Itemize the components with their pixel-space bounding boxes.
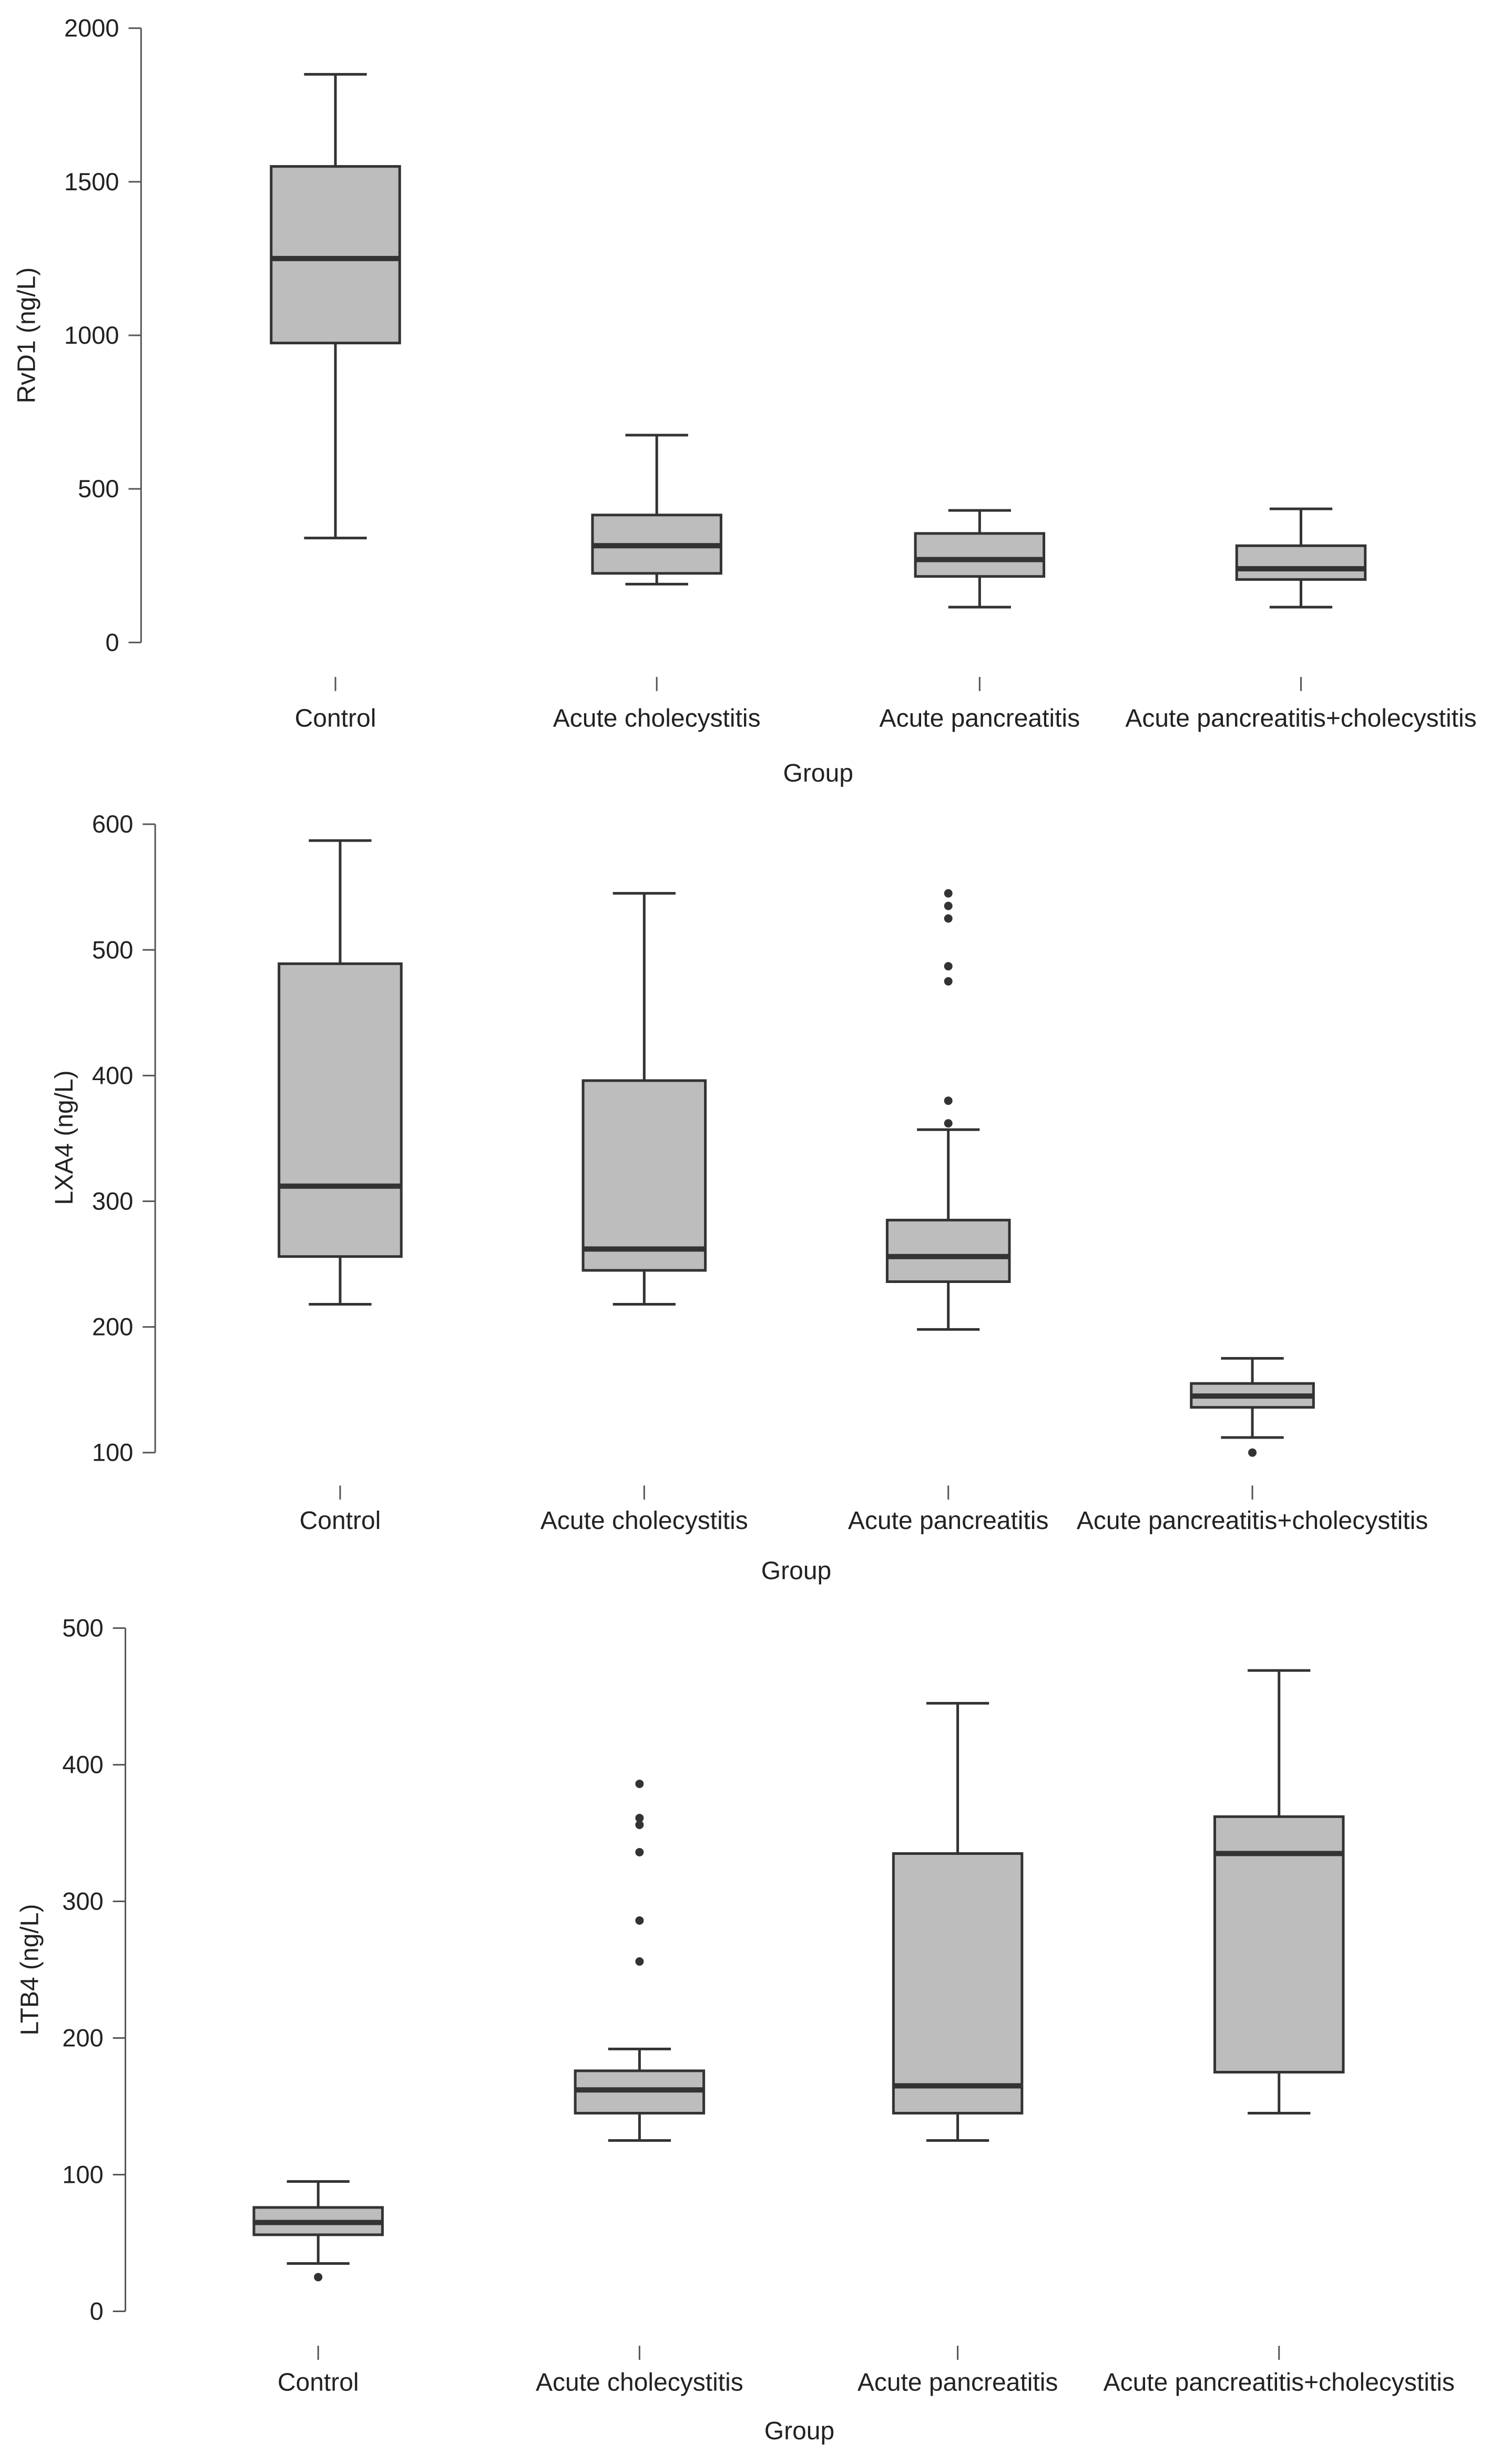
box-3 bbox=[885, 889, 1011, 1331]
outlier-point bbox=[635, 1916, 644, 1925]
x-tick-label: Acute pancreatitis bbox=[880, 704, 1080, 732]
y-tick-label: 200 bbox=[62, 2024, 103, 2052]
chart-panel-2: 100 200 300 400 500 600 LXA4 (ng/L) Control Acut… bbox=[50, 810, 1428, 1585]
y-tick-label: 400 bbox=[92, 1061, 133, 1089]
iqr-box bbox=[892, 1852, 1024, 2114]
y-tick-label: 1000 bbox=[64, 321, 119, 349]
y-tick-label: 0 bbox=[105, 628, 119, 656]
y-tick-label: 1500 bbox=[64, 168, 119, 196]
y-tick-label: 600 bbox=[92, 810, 133, 838]
outlier-point bbox=[635, 1957, 644, 1966]
box-1 bbox=[270, 73, 401, 540]
y-axis-title: RvD1 (ng/L) bbox=[13, 268, 41, 404]
x-tick-label: Control bbox=[295, 704, 376, 732]
outlier-point bbox=[944, 1119, 953, 1128]
x-tick-label: Control bbox=[278, 2369, 359, 2397]
outlier-point bbox=[635, 1847, 644, 1856]
outlier-point bbox=[635, 1820, 644, 1829]
box-2 bbox=[574, 1779, 706, 2142]
x-tick-label: Acute pancreatitis bbox=[848, 1507, 1049, 1535]
x-tick-label: Acute cholecystitis bbox=[536, 2369, 743, 2397]
outlier-point bbox=[944, 901, 953, 910]
iqr-box bbox=[914, 532, 1046, 578]
chart-panel-1: 0 500 1000 1500 2000 RvD1 (ng/L) Control Acute … bbox=[13, 14, 1477, 787]
y-tick-label: 100 bbox=[62, 2160, 103, 2188]
y-tick-label: 500 bbox=[62, 1614, 103, 1642]
box-3 bbox=[892, 1702, 1024, 2142]
iqr-box bbox=[278, 962, 403, 1258]
box-2 bbox=[591, 434, 722, 586]
box-1 bbox=[278, 839, 403, 1306]
y-tick-label: 0 bbox=[90, 2297, 104, 2325]
x-axis-title: Group bbox=[761, 1557, 831, 1585]
iqr-box bbox=[581, 1079, 707, 1272]
iqr-box bbox=[270, 165, 401, 345]
box-3 bbox=[914, 509, 1046, 609]
outlier-point bbox=[944, 889, 953, 898]
y-tick-label: 2000 bbox=[64, 14, 119, 42]
x-tick-label: Acute pancreatitis bbox=[857, 2369, 1058, 2397]
box-2 bbox=[581, 892, 707, 1306]
chart-panel-3: 0 100 200 300 400 500 LTB4 (ng/L) Control Acute … bbox=[16, 1614, 1455, 2445]
y-tick-label: 500 bbox=[92, 936, 133, 963]
x-tick-label: Acute pancreatitis+cholecystitis bbox=[1077, 1507, 1428, 1535]
y-tick-label: 200 bbox=[92, 1313, 133, 1341]
iqr-box bbox=[885, 1218, 1011, 1284]
y-axis-title: LTB4 (ng/L) bbox=[16, 1904, 44, 2036]
iqr-box bbox=[1235, 544, 1367, 581]
iqr-box bbox=[1213, 1815, 1345, 2074]
outlier-point bbox=[635, 1779, 644, 1788]
y-tick-label: 400 bbox=[62, 1751, 103, 1779]
outlier-point bbox=[944, 977, 953, 986]
outlier-point bbox=[944, 914, 953, 923]
x-tick-label: Acute cholecystitis bbox=[540, 1507, 748, 1535]
x-tick-label: Control bbox=[300, 1507, 381, 1535]
y-tick-label: 500 bbox=[78, 475, 119, 502]
x-tick-label: Acute pancreatitis+cholecystitis bbox=[1125, 704, 1476, 732]
y-axis-title: LXA4 (ng/L) bbox=[50, 1070, 78, 1205]
x-tick-label: Acute cholecystitis bbox=[553, 704, 761, 732]
y-tick-label: 300 bbox=[62, 1887, 103, 1915]
box-4 bbox=[1213, 1669, 1345, 2114]
outlier-point bbox=[944, 1096, 953, 1105]
y-tick-label: 100 bbox=[92, 1439, 133, 1466]
outlier-point bbox=[635, 1813, 644, 1822]
x-axis-title: Group bbox=[764, 2417, 834, 2445]
x-tick-label: Acute pancreatitis+cholecystitis bbox=[1104, 2369, 1455, 2397]
box-4 bbox=[1235, 507, 1367, 609]
x-axis-title: Group bbox=[783, 759, 853, 787]
outlier-point bbox=[1248, 1448, 1257, 1457]
box-1 bbox=[252, 2180, 384, 2282]
y-tick-label: 300 bbox=[92, 1187, 133, 1215]
outlier-point bbox=[944, 962, 953, 971]
box-4 bbox=[1190, 1357, 1315, 1457]
outlier-point bbox=[314, 2273, 323, 2282]
